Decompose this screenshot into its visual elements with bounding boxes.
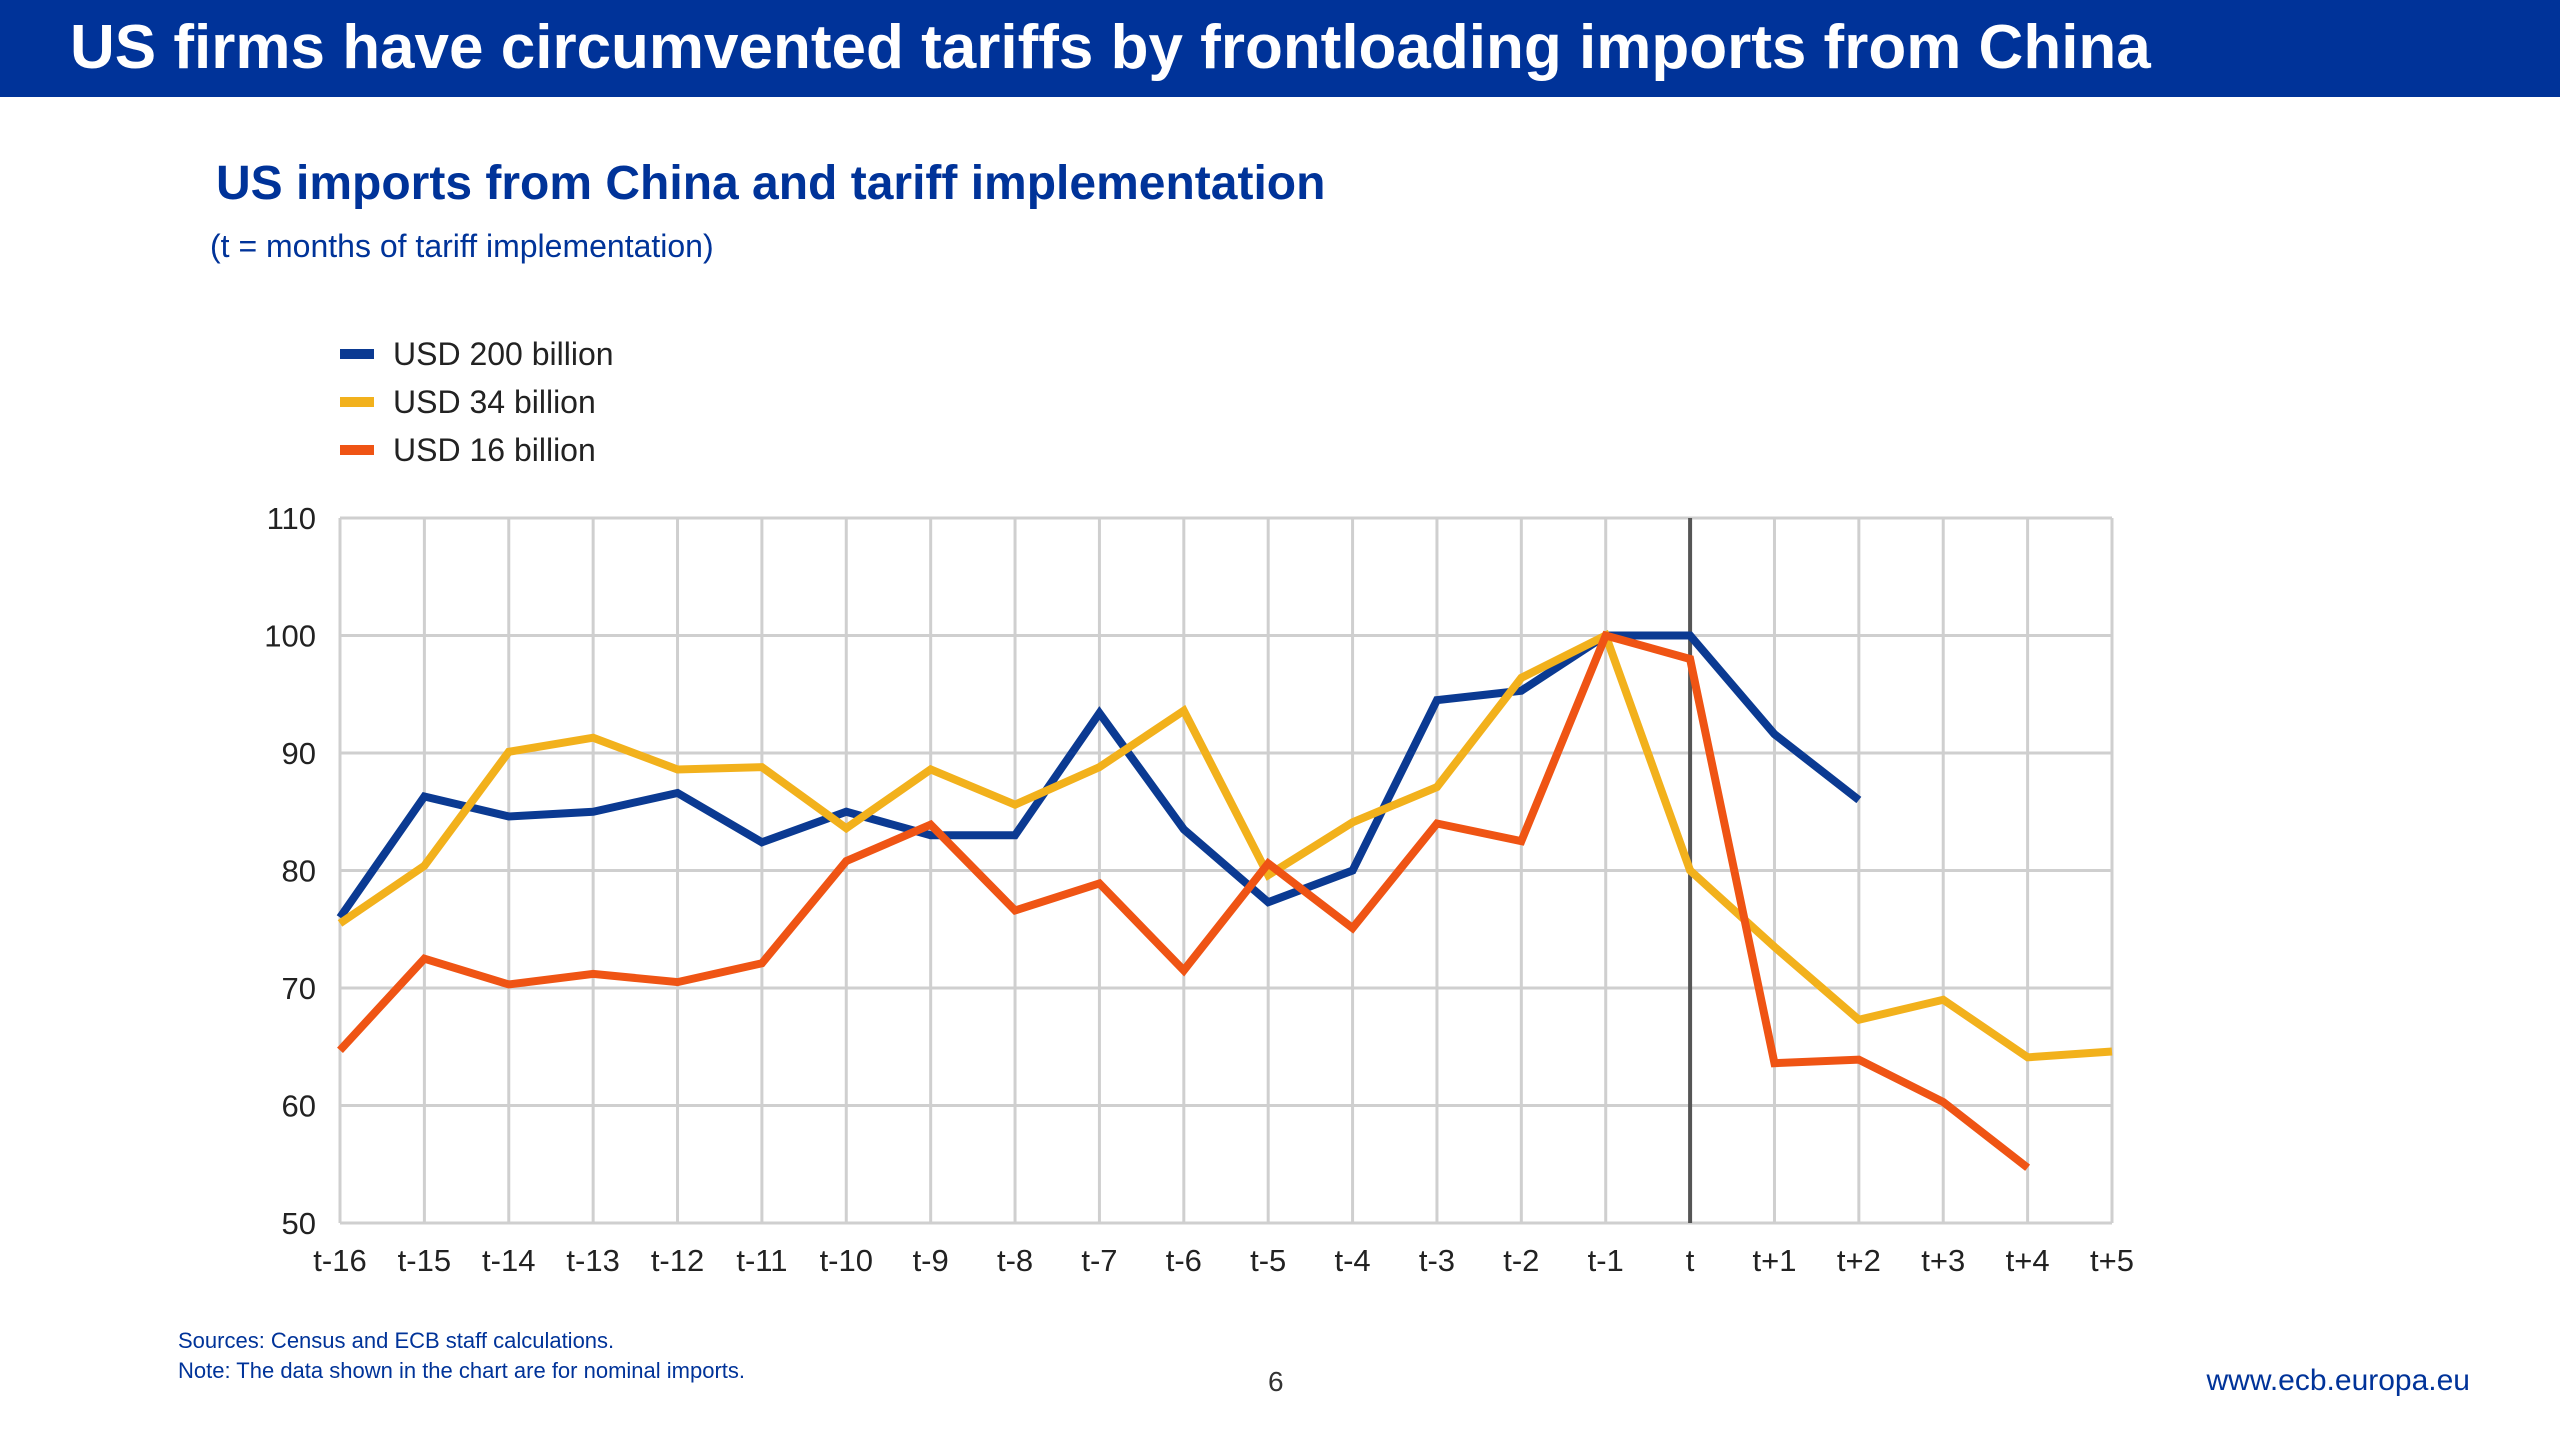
chart-title: US imports from China and tariff impleme… — [216, 157, 1326, 210]
legend-swatch — [340, 349, 374, 359]
y-tick-label: 60 — [282, 1089, 316, 1124]
x-tick-label: t-8 — [997, 1243, 1033, 1278]
x-tick-label: t-2 — [1503, 1243, 1539, 1278]
chart-subtitle: (t = months of tariff implementation) — [210, 228, 714, 264]
x-tick-label: t-15 — [398, 1243, 451, 1278]
series-line-2 — [337, 629, 2113, 1062]
legend-label: USD 200 billion — [393, 336, 614, 372]
y-tick-label: 100 — [264, 619, 316, 654]
page-number: 6 — [1268, 1366, 1284, 1397]
x-tick-label: t+1 — [1752, 1243, 1796, 1278]
legend-label: USD 16 billion — [393, 432, 596, 468]
sources-note: Sources: Census and ECB staff calculatio… — [178, 1328, 615, 1353]
x-tick-label: t-4 — [1334, 1243, 1370, 1278]
x-tick-label: t-6 — [1166, 1243, 1202, 1278]
footer-url[interactable]: www.ecb.europa.eu — [2206, 1364, 2471, 1397]
y-tick-label: 70 — [282, 971, 316, 1006]
x-tick-label: t — [1686, 1243, 1695, 1278]
x-tick-label: t-5 — [1250, 1243, 1286, 1278]
x-tick-label: t-11 — [736, 1243, 787, 1278]
x-tick-label: t-12 — [651, 1243, 704, 1278]
y-tick-label: 50 — [282, 1206, 316, 1241]
legend-swatch — [340, 397, 374, 407]
data-note: Note: The data shown in the chart are fo… — [178, 1358, 745, 1383]
series-line-3 — [337, 630, 2031, 1171]
x-tick-label: t-16 — [313, 1243, 366, 1278]
x-tick-label: t-9 — [913, 1243, 949, 1278]
x-tick-label: t-13 — [566, 1243, 619, 1278]
legend-swatch — [340, 445, 374, 455]
y-tick-label: 110 — [267, 501, 316, 536]
line-chart: 50 60 70 80 90 100 110 t-16 t-15 t-14 t-13 t-12 t-11… — [264, 336, 2134, 1278]
x-tick-label: t-7 — [1081, 1243, 1117, 1278]
x-tick-label: t-14 — [482, 1243, 535, 1278]
x-tick-label: t-10 — [820, 1243, 873, 1278]
x-tick-label: t+5 — [2090, 1243, 2134, 1278]
title-bar: US firms have circumvented tariffs by fr… — [0, 0, 2560, 97]
y-tick-label: 80 — [282, 854, 316, 889]
slide-title: US firms have circumvented tariffs by fr… — [70, 13, 2151, 82]
x-tick-label: t-3 — [1419, 1243, 1455, 1278]
x-tick-label: t+2 — [1837, 1243, 1881, 1278]
x-tick-label: t+4 — [2006, 1243, 2050, 1278]
x-tick-label: t+3 — [1921, 1243, 1965, 1278]
y-tick-label: 90 — [282, 736, 316, 771]
x-tick-label: t-1 — [1588, 1243, 1624, 1278]
legend-label: USD 34 billion — [393, 384, 596, 420]
